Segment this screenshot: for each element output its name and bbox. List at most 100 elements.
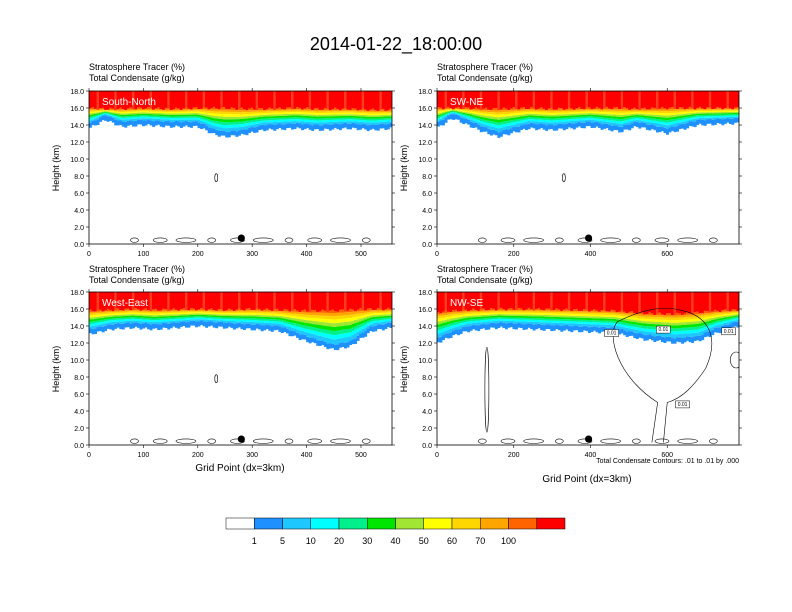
tracer-strip [285, 115, 289, 118]
tracer-strip [265, 118, 269, 121]
tracer-strip [164, 310, 168, 312]
tracer-strip [240, 124, 244, 127]
tracer-strip-top [197, 91, 201, 109]
tracer-strip [351, 115, 355, 118]
tracer-strip [333, 319, 337, 324]
tracer-strip [124, 317, 128, 320]
tracer-strip [447, 111, 450, 113]
tracer-strip [291, 315, 294, 318]
tracer-strip [673, 121, 677, 124]
tracer-strip [613, 116, 617, 119]
tracer-strip [225, 315, 229, 318]
tracer-strip [321, 321, 325, 326]
tracer-strip [121, 323, 125, 330]
tracer-strip [557, 114, 561, 117]
tracer-strip [195, 110, 198, 112]
tracer-strip [630, 120, 634, 124]
tracer-strip [109, 320, 113, 323]
tracer-strip [296, 113, 299, 116]
tracer-strip [577, 113, 581, 116]
tracer-strip [540, 121, 544, 124]
tracer-strip [512, 317, 516, 320]
tracer-strip [369, 311, 373, 314]
tracer-strip [532, 312, 536, 315]
tracer-strip [507, 322, 511, 328]
tracer-strip [527, 311, 531, 313]
tracer-strip [464, 319, 468, 322]
tracer-strip [389, 314, 392, 316]
tracer-strip [532, 319, 536, 322]
tracer-strip [268, 109, 272, 112]
tracer-strip [512, 319, 516, 322]
tracer-strip [232, 127, 236, 131]
tracer-strip [157, 117, 161, 119]
tracer-strip [232, 316, 236, 318]
tracer-strip [369, 317, 373, 320]
tracer-strip [240, 110, 244, 113]
tracer-strip [462, 311, 466, 313]
tracer-strip [157, 320, 161, 322]
tracer-strip [159, 319, 163, 322]
tracer-strip [492, 116, 496, 120]
tracer-strip [179, 310, 183, 312]
tracer-strip [379, 113, 383, 116]
tracer-strip [301, 312, 305, 315]
tracer-strip [197, 119, 201, 123]
tracer-strip [457, 317, 461, 320]
tracer-strip [119, 313, 123, 315]
tracer-strip [444, 109, 448, 111]
tracer-strip [575, 122, 579, 128]
tracer-strip [630, 109, 634, 111]
tracer-strip [174, 311, 178, 313]
tracer-strip [240, 309, 244, 311]
tracer-strip [187, 315, 191, 317]
tracer-strip [530, 106, 534, 110]
tracer-strip [210, 311, 214, 313]
tracer-strip [374, 316, 378, 319]
tracer-strip [469, 113, 473, 115]
tracer-strip [164, 116, 168, 118]
tracer-strip [144, 311, 148, 314]
tracer-strip-top [109, 292, 113, 310]
tracer-strip [703, 113, 707, 115]
tracer-strip [361, 111, 365, 114]
tracer-strip [263, 116, 267, 119]
tracer-strip [502, 129, 506, 135]
x-tick-label: 200 [192, 251, 204, 258]
tracer-strip [240, 311, 244, 314]
tracer-strip [134, 311, 138, 313]
tracer-strip [507, 123, 511, 126]
tracer-strip [361, 313, 365, 316]
x-tick-label: 300 [246, 452, 258, 459]
tracer-strip [535, 321, 539, 325]
tracer-strip [154, 316, 158, 319]
tracer-strip [323, 310, 327, 313]
tracer-strip [525, 317, 528, 320]
tracer-strip [270, 118, 274, 121]
tracer-strip [351, 311, 355, 315]
tracer-strip [359, 321, 363, 325]
tracer-strip [104, 111, 108, 112]
tracer-strip [205, 122, 209, 126]
tracer-strip [537, 124, 541, 130]
tracer-strip [582, 118, 586, 121]
tracer-strip [384, 121, 388, 125]
tracer-strip-top [633, 91, 637, 108]
tracer-strip [653, 120, 657, 124]
tracer-strip [331, 313, 335, 317]
tracer-strip [447, 333, 450, 339]
tracer-strip [349, 312, 352, 315]
tracer-strip [248, 310, 251, 312]
tracer-strip [389, 317, 392, 319]
tracer-strip [545, 318, 549, 321]
tracer-strip [346, 337, 350, 343]
tracer-strip [482, 311, 486, 314]
tracer-strip [296, 121, 299, 123]
tracer-strip [449, 110, 453, 112]
tracer-strip [351, 323, 355, 328]
tracer-strip [494, 312, 498, 315]
tracer-strip [91, 106, 95, 110]
tracer-strip-top [152, 292, 156, 310]
tracer-strip [633, 113, 637, 116]
tracer-strip [179, 122, 183, 128]
